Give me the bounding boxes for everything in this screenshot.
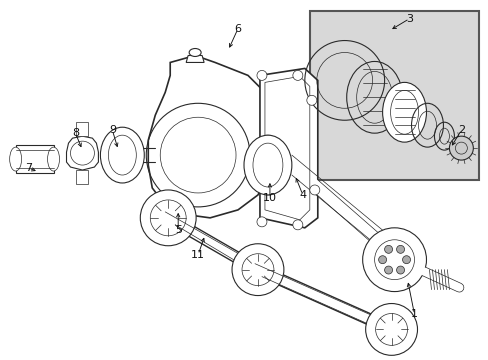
Text: 3: 3 bbox=[405, 14, 412, 24]
Text: 9: 9 bbox=[109, 125, 116, 135]
Circle shape bbox=[384, 246, 392, 253]
Circle shape bbox=[362, 228, 426, 292]
Circle shape bbox=[448, 136, 472, 160]
Circle shape bbox=[309, 185, 319, 195]
Ellipse shape bbox=[244, 135, 291, 195]
Circle shape bbox=[396, 266, 404, 274]
Polygon shape bbox=[260, 68, 317, 228]
Text: 6: 6 bbox=[234, 24, 241, 33]
Polygon shape bbox=[66, 136, 98, 170]
Polygon shape bbox=[148, 55, 274, 218]
Circle shape bbox=[378, 256, 386, 264]
Ellipse shape bbox=[47, 147, 60, 171]
Bar bbox=[16, 145, 53, 173]
Text: 2: 2 bbox=[457, 125, 464, 135]
Ellipse shape bbox=[189, 49, 201, 57]
Ellipse shape bbox=[10, 147, 21, 171]
Circle shape bbox=[306, 95, 316, 105]
Text: 5: 5 bbox=[174, 225, 182, 235]
Circle shape bbox=[396, 246, 404, 253]
Circle shape bbox=[402, 256, 410, 264]
Ellipse shape bbox=[102, 145, 114, 165]
Polygon shape bbox=[76, 122, 88, 136]
Ellipse shape bbox=[382, 82, 426, 142]
Circle shape bbox=[232, 244, 284, 296]
Text: 8: 8 bbox=[72, 128, 79, 138]
Polygon shape bbox=[186, 55, 203, 62]
Circle shape bbox=[256, 71, 266, 80]
Polygon shape bbox=[76, 170, 88, 184]
Text: 11: 11 bbox=[191, 250, 204, 260]
Circle shape bbox=[292, 220, 302, 230]
Bar bbox=[309, 11, 478, 180]
Circle shape bbox=[140, 190, 196, 246]
Circle shape bbox=[384, 266, 392, 274]
Circle shape bbox=[365, 303, 417, 355]
Text: 10: 10 bbox=[263, 193, 276, 203]
Text: 4: 4 bbox=[299, 190, 306, 200]
Circle shape bbox=[256, 217, 266, 227]
Ellipse shape bbox=[100, 127, 144, 183]
Circle shape bbox=[292, 71, 302, 80]
Text: 1: 1 bbox=[410, 310, 417, 319]
Text: 7: 7 bbox=[25, 163, 32, 173]
